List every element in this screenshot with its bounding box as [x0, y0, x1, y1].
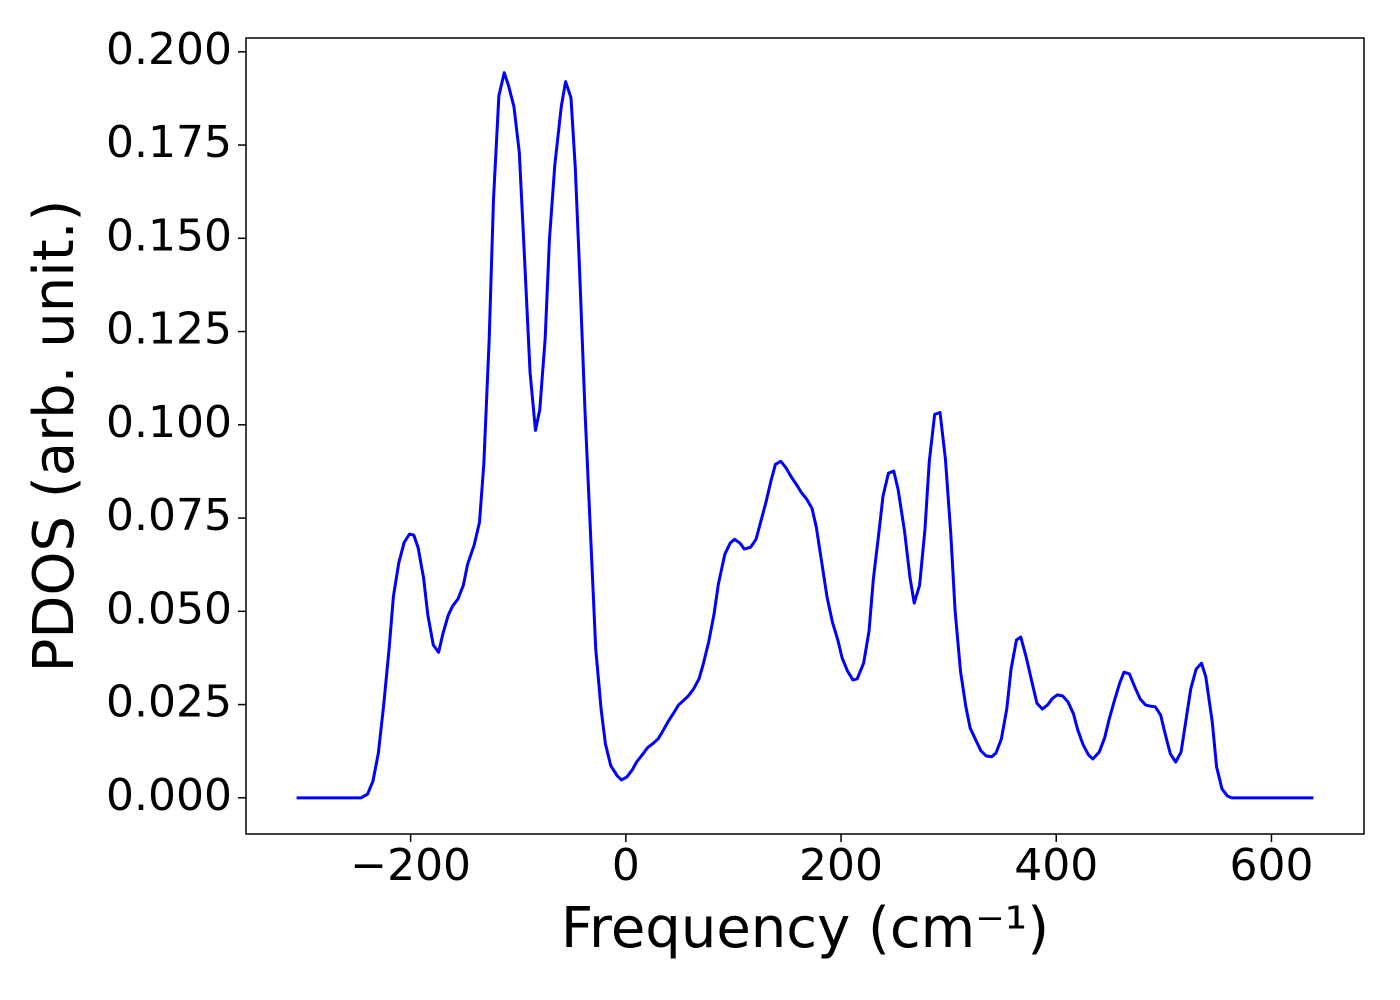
x-tick-label: 0	[612, 840, 640, 891]
y-tick-label: 0.175	[106, 117, 232, 168]
y-tick-label: 0.075	[106, 490, 232, 541]
y-tick-label: 0.200	[106, 24, 232, 75]
data-line	[296, 71, 1314, 800]
y-tick-label: 0.050	[106, 583, 232, 634]
x-axis-label: Frequency (cm⁻¹)	[561, 896, 1049, 961]
x-tick-label: 600	[1229, 840, 1313, 891]
plot-frame	[245, 37, 1365, 835]
x-tick-label: 200	[799, 840, 883, 891]
x-tick-label: 400	[1014, 840, 1098, 891]
y-tick-label: 0.000	[106, 770, 232, 821]
y-tick-label: 0.150	[106, 210, 232, 261]
y-tick-label: 0.125	[106, 304, 232, 355]
y-axis-label: PDOS (arb. unit.)	[22, 200, 87, 673]
y-tick-label: 0.100	[106, 397, 232, 448]
y-tick-label: 0.025	[106, 677, 232, 728]
x-tick-label: −200	[350, 840, 471, 891]
